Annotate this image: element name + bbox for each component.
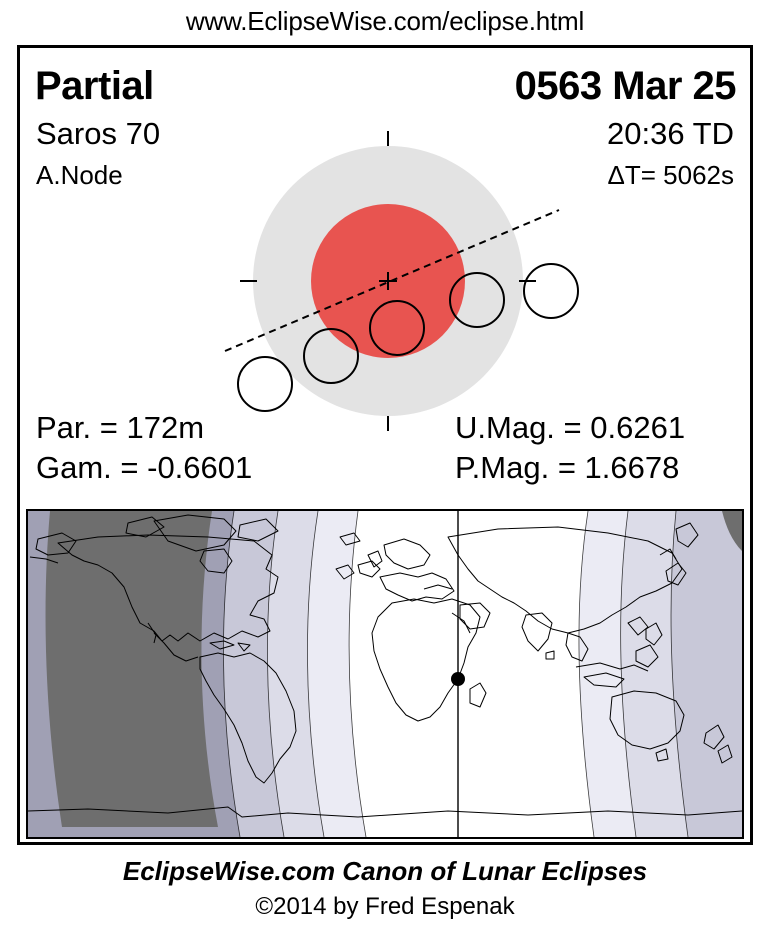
map-zone-boundaries [223,511,689,837]
map-zone-light-east [671,511,742,837]
eclipse-panel: Partial 0563 Mar 25 Saros 70 20:36 TD A.… [17,45,753,845]
moon-position-greatest [369,300,425,356]
moon-position-u1 [303,328,359,384]
moon-position-p4 [523,263,579,319]
map-zone-dark-west [45,511,218,827]
moon-position-p1 [237,356,293,412]
continent-outlines [28,514,742,818]
world-visibility-map [26,509,744,839]
sublunar-zenith-marker [451,672,465,686]
shadow-diagram [224,131,579,431]
footer-credit: ©2014 by Fred Espenak [255,893,515,920]
page-url-header: www.EclipseWise.com/eclipse.html [185,6,585,36]
moon-position-u4 [449,272,505,328]
footer-title: EclipseWise.com Canon of Lunar Eclipses [122,856,648,886]
map-zone-dark-east [722,511,742,551]
map-svg [28,511,742,837]
